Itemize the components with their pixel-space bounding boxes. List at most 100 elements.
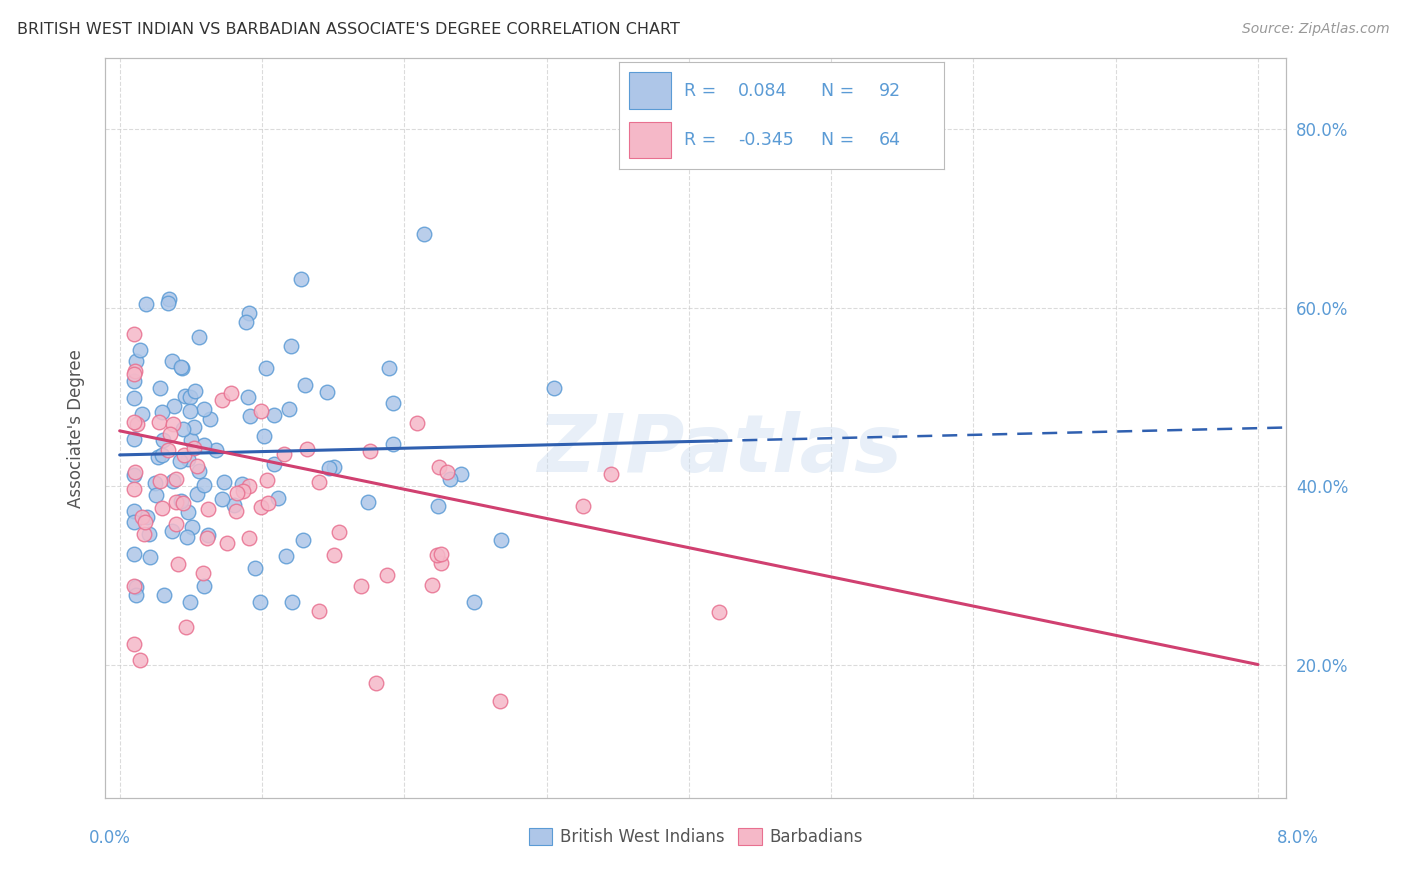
- Point: [238, 479, 260, 493]
- Point: [165, 471, 187, 485]
- Point: [276, 549, 298, 563]
- Point: [211, 491, 233, 506]
- Point: [256, 496, 278, 510]
- Point: [308, 604, 330, 618]
- Point: [122, 433, 145, 447]
- Point: [323, 459, 346, 474]
- Point: [382, 437, 405, 451]
- Point: [127, 417, 149, 431]
- Point: [124, 588, 146, 602]
- Point: [439, 472, 461, 486]
- Point: [205, 442, 228, 457]
- Point: [172, 361, 194, 376]
- Point: [183, 419, 205, 434]
- Point: [172, 422, 194, 436]
- Point: [212, 475, 235, 489]
- Point: [245, 561, 267, 575]
- Point: [177, 505, 200, 519]
- Y-axis label: Associate's Degree: Associate's Degree: [66, 349, 84, 508]
- Point: [328, 524, 350, 539]
- Point: [197, 527, 219, 541]
- Point: [292, 533, 315, 548]
- Point: [179, 595, 201, 609]
- Point: [322, 548, 344, 562]
- Point: [543, 381, 565, 395]
- Point: [150, 448, 173, 462]
- Point: [193, 566, 215, 581]
- Point: [250, 500, 273, 515]
- Point: [359, 443, 381, 458]
- Point: [122, 374, 145, 388]
- Point: [263, 458, 285, 472]
- Text: ZIPatlas: ZIPatlas: [537, 411, 903, 490]
- Point: [436, 465, 458, 479]
- Point: [186, 458, 208, 473]
- Point: [149, 474, 172, 488]
- Point: [450, 467, 472, 482]
- Point: [122, 547, 145, 561]
- Point: [174, 389, 197, 403]
- Point: [249, 404, 271, 418]
- Text: BRITISH WEST INDIAN VS BARBADIAN ASSOCIATE'S DEGREE CORRELATION CHART: BRITISH WEST INDIAN VS BARBADIAN ASSOCIA…: [17, 22, 679, 37]
- Point: [136, 510, 159, 524]
- Point: [281, 595, 304, 609]
- Point: [179, 404, 201, 418]
- Point: [148, 415, 170, 429]
- Point: [157, 442, 180, 457]
- Point: [166, 516, 188, 531]
- Point: [239, 409, 262, 423]
- Point: [406, 416, 429, 430]
- Point: [489, 533, 512, 547]
- Point: [294, 377, 316, 392]
- Point: [430, 556, 453, 570]
- Point: [427, 459, 450, 474]
- Point: [463, 595, 485, 609]
- Point: [122, 367, 145, 381]
- Point: [162, 417, 184, 431]
- Point: [357, 494, 380, 508]
- Point: [122, 515, 145, 529]
- Point: [254, 360, 277, 375]
- Point: [183, 441, 205, 455]
- Point: [193, 402, 215, 417]
- Point: [167, 557, 190, 571]
- Point: [280, 339, 302, 353]
- Point: [152, 433, 174, 447]
- Point: [193, 478, 215, 492]
- Point: [122, 482, 145, 496]
- Point: [150, 501, 173, 516]
- Point: [366, 676, 388, 690]
- Point: [162, 474, 184, 488]
- Point: [134, 515, 156, 529]
- Point: [197, 502, 219, 516]
- Point: [157, 293, 180, 307]
- Point: [193, 438, 215, 452]
- Point: [177, 451, 200, 466]
- Point: [198, 411, 221, 425]
- Point: [187, 463, 209, 477]
- Point: [148, 450, 170, 465]
- Point: [290, 272, 312, 286]
- Point: [163, 399, 186, 413]
- Point: [224, 498, 246, 512]
- Point: [600, 467, 623, 481]
- Point: [170, 494, 193, 508]
- Point: [375, 568, 398, 582]
- Point: [124, 465, 146, 479]
- Point: [129, 653, 152, 667]
- Point: [125, 353, 148, 368]
- Point: [143, 476, 166, 491]
- Text: Source: ZipAtlas.com: Source: ZipAtlas.com: [1241, 22, 1389, 37]
- Point: [381, 395, 404, 409]
- Point: [193, 579, 215, 593]
- Point: [131, 510, 153, 524]
- Point: [231, 477, 253, 491]
- Point: [378, 361, 401, 376]
- Point: [172, 496, 194, 510]
- Point: [122, 468, 145, 483]
- Point: [422, 578, 444, 592]
- Point: [308, 475, 330, 489]
- Point: [170, 359, 193, 374]
- Point: [145, 488, 167, 502]
- Point: [138, 527, 160, 541]
